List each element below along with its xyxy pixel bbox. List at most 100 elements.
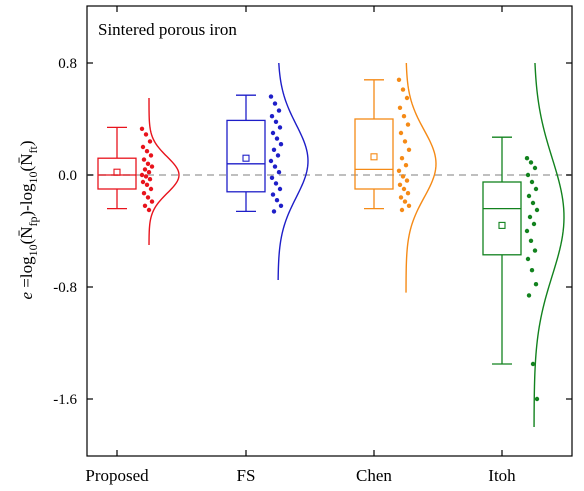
y-tick-label: -0.8 (53, 280, 77, 296)
data-point (534, 396, 540, 402)
data-point (148, 186, 154, 192)
y-axis-label: e =log10(N̄fp)-log10(N̄ft) (17, 140, 40, 299)
data-point (525, 172, 531, 178)
mean-marker (242, 154, 250, 162)
series-chen (354, 62, 437, 293)
data-point (148, 153, 154, 158)
data-point (276, 170, 282, 175)
data-point (149, 199, 155, 204)
data-point (404, 178, 410, 183)
data-point (145, 195, 151, 200)
data-point (269, 114, 275, 119)
box (97, 157, 137, 190)
data-point (145, 161, 151, 166)
data-point (140, 144, 146, 150)
data-point (140, 179, 146, 185)
series-itoh (482, 62, 565, 428)
data-point (147, 177, 153, 182)
data-point (147, 139, 153, 144)
plot-frame (86, 5, 573, 457)
data-point (143, 174, 149, 179)
data-point (139, 126, 145, 131)
data-point (528, 160, 534, 165)
data-point (268, 94, 274, 99)
box (354, 118, 394, 190)
box (482, 181, 522, 256)
data-point (530, 200, 536, 206)
data-point (274, 136, 280, 141)
distribution-curve (405, 62, 437, 293)
data-point (524, 156, 530, 161)
mean-marker (113, 168, 121, 176)
data-point (405, 191, 411, 196)
data-point (278, 142, 284, 147)
data-point (270, 130, 276, 136)
distribution-curve (148, 97, 180, 246)
data-point (149, 164, 155, 169)
y-tick-label: 0.0 (58, 168, 77, 184)
data-point (271, 209, 277, 214)
data-point (273, 119, 279, 125)
series-fs (226, 62, 309, 281)
data-point (141, 191, 147, 196)
data-point (144, 182, 150, 187)
data-point (526, 293, 532, 298)
data-point (526, 193, 532, 199)
data-point (401, 186, 407, 192)
data-point (531, 221, 537, 227)
data-point (274, 198, 280, 203)
mean-marker (370, 153, 378, 161)
data-point (525, 256, 531, 262)
y-tick-label: 0.8 (58, 56, 77, 72)
data-point (524, 228, 530, 234)
data-point (402, 199, 408, 204)
data-point (268, 158, 274, 164)
data-point (269, 175, 275, 180)
data-point (400, 87, 406, 92)
x-tick-label: Proposed (85, 466, 149, 485)
data-point (278, 203, 284, 208)
data-point (277, 125, 283, 130)
data-point (143, 132, 149, 137)
data-point (400, 174, 406, 179)
data-point (397, 105, 403, 111)
data-point (270, 192, 276, 197)
y-tick-label: -1.6 (53, 392, 77, 408)
data-point (398, 130, 404, 136)
data-point (396, 77, 402, 83)
data-point (529, 268, 535, 273)
data-point (532, 165, 538, 171)
data-point (404, 95, 410, 101)
data-point (533, 186, 539, 192)
data-point (403, 163, 409, 168)
data-point (142, 167, 148, 172)
data-point (532, 248, 538, 253)
data-point (146, 207, 152, 213)
data-point (396, 168, 402, 173)
data-point (406, 203, 412, 208)
data-point (534, 207, 540, 213)
data-point (272, 101, 278, 106)
chart-title: Sintered porous iron (98, 20, 237, 39)
data-point (398, 195, 404, 200)
data-point (141, 157, 147, 162)
distribution-curve (277, 62, 309, 281)
data-point (273, 181, 279, 186)
series-proposed (97, 97, 180, 246)
data-point (530, 361, 536, 367)
data-point (146, 170, 152, 175)
data-point (402, 139, 408, 144)
data-point (533, 282, 539, 287)
data-point (144, 149, 150, 154)
box (226, 119, 266, 193)
data-point (276, 108, 282, 113)
x-tick-label: Itoh (488, 466, 516, 485)
data-point (527, 214, 533, 220)
data-point (529, 179, 535, 185)
data-point (406, 147, 412, 152)
data-point (399, 156, 405, 161)
distribution-curve (533, 62, 565, 428)
data-point (277, 186, 283, 192)
